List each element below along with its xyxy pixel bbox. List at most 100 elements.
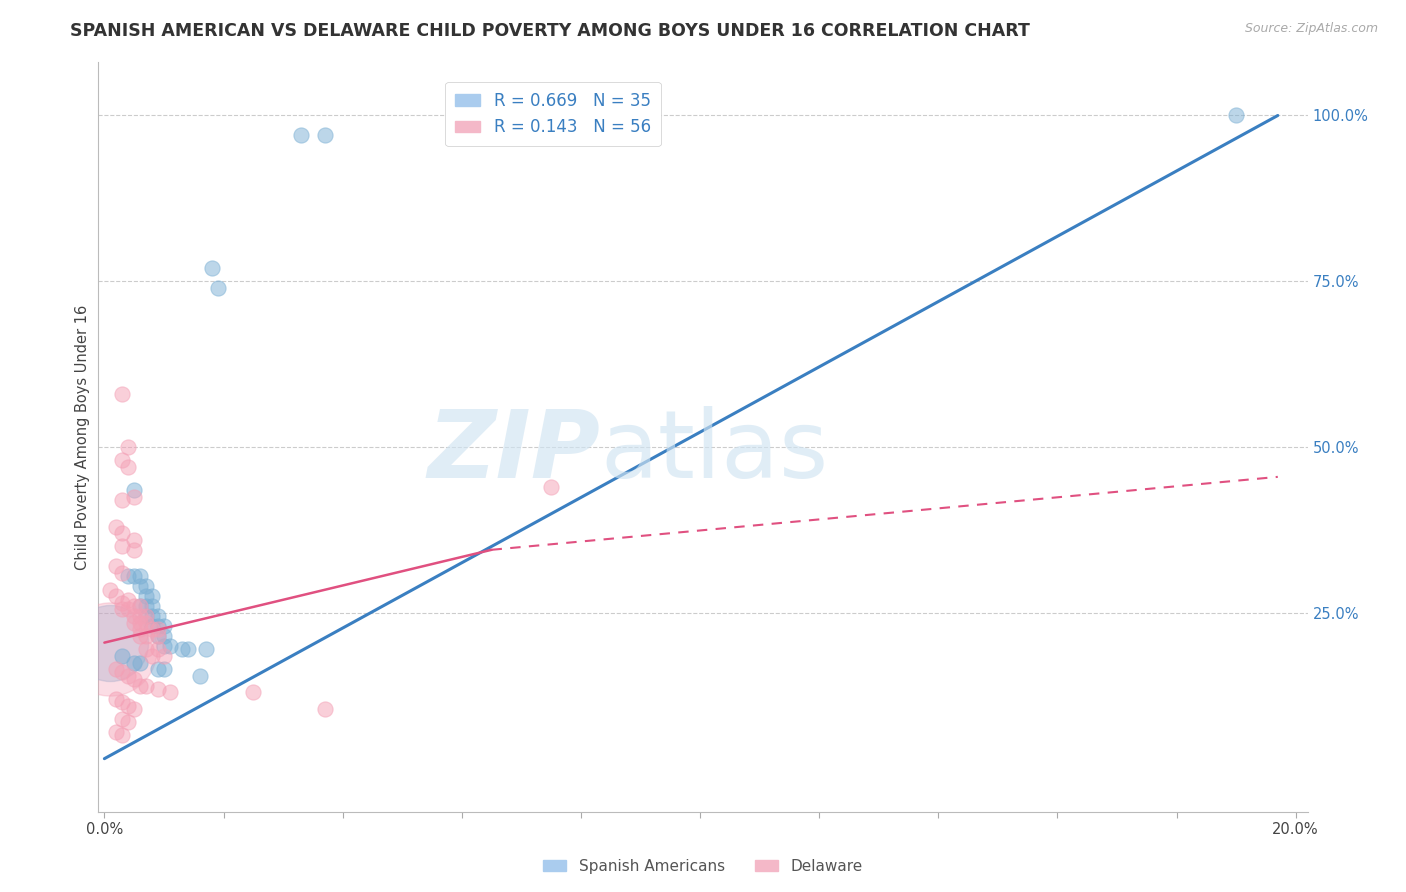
Point xyxy=(141,599,163,614)
Point xyxy=(146,681,169,696)
Point xyxy=(122,609,145,624)
Point xyxy=(146,629,169,643)
Point xyxy=(242,685,264,699)
Point xyxy=(129,623,152,637)
Point xyxy=(200,260,222,275)
Point xyxy=(141,619,163,633)
Point xyxy=(141,648,163,663)
Point xyxy=(105,692,128,706)
Point xyxy=(122,599,145,614)
Point xyxy=(105,589,128,603)
Point xyxy=(117,569,139,583)
Point xyxy=(146,642,169,657)
Point xyxy=(111,596,134,610)
Point xyxy=(177,642,200,657)
Point xyxy=(153,639,176,653)
Point xyxy=(111,695,134,709)
Point xyxy=(129,599,152,614)
Point xyxy=(117,669,139,683)
Point xyxy=(135,589,157,603)
Point xyxy=(290,128,312,143)
Point xyxy=(111,493,134,508)
Point xyxy=(141,589,163,603)
Point xyxy=(122,490,145,504)
Point xyxy=(111,453,134,467)
Point xyxy=(135,615,157,630)
Point xyxy=(122,615,145,630)
Point xyxy=(135,599,157,614)
Point xyxy=(122,483,145,497)
Point xyxy=(129,569,152,583)
Point xyxy=(170,642,193,657)
Point xyxy=(105,519,128,533)
Point xyxy=(117,715,139,730)
Point xyxy=(122,569,145,583)
Point xyxy=(122,656,145,670)
Point xyxy=(98,642,121,657)
Point xyxy=(129,629,152,643)
Point xyxy=(135,629,157,643)
Point xyxy=(111,566,134,580)
Point xyxy=(146,609,169,624)
Point xyxy=(159,685,181,699)
Point xyxy=(111,540,134,554)
Text: Source: ZipAtlas.com: Source: ZipAtlas.com xyxy=(1244,22,1378,36)
Point xyxy=(153,662,176,676)
Point xyxy=(129,599,152,614)
Point xyxy=(207,281,229,295)
Point xyxy=(117,592,139,607)
Point xyxy=(111,387,134,401)
Point xyxy=(122,672,145,686)
Point xyxy=(98,635,121,649)
Point xyxy=(314,128,336,143)
Point xyxy=(105,725,128,739)
Text: ZIP: ZIP xyxy=(427,406,600,498)
Point xyxy=(122,533,145,547)
Point xyxy=(111,729,134,743)
Point xyxy=(135,609,157,624)
Point xyxy=(122,542,145,557)
Point xyxy=(129,656,152,670)
Point xyxy=(105,559,128,574)
Point xyxy=(117,440,139,454)
Point xyxy=(98,582,121,597)
Text: SPANISH AMERICAN VS DELAWARE CHILD POVERTY AMONG BOYS UNDER 16 CORRELATION CHART: SPANISH AMERICAN VS DELAWARE CHILD POVER… xyxy=(70,22,1031,40)
Point xyxy=(188,669,211,683)
Y-axis label: Child Poverty Among Boys Under 16: Child Poverty Among Boys Under 16 xyxy=(75,304,90,570)
Point xyxy=(153,619,176,633)
Point xyxy=(153,648,176,663)
Point xyxy=(129,679,152,693)
Legend: R = 0.669   N = 35, R = 0.143   N = 56: R = 0.669 N = 35, R = 0.143 N = 56 xyxy=(446,82,661,146)
Point xyxy=(117,698,139,713)
Point xyxy=(111,648,134,663)
Point xyxy=(159,639,181,653)
Point xyxy=(117,602,139,616)
Point xyxy=(111,526,134,541)
Point xyxy=(194,642,217,657)
Point xyxy=(129,615,152,630)
Point xyxy=(540,480,562,494)
Point xyxy=(1225,108,1247,122)
Text: atlas: atlas xyxy=(600,406,828,498)
Point xyxy=(153,629,176,643)
Point xyxy=(135,679,157,693)
Point xyxy=(129,609,152,624)
Point xyxy=(122,702,145,716)
Point xyxy=(111,602,134,616)
Point xyxy=(111,665,134,680)
Point xyxy=(129,579,152,593)
Legend: Spanish Americans, Delaware: Spanish Americans, Delaware xyxy=(537,853,869,880)
Point xyxy=(141,623,163,637)
Point xyxy=(141,609,163,624)
Point xyxy=(314,702,336,716)
Point xyxy=(105,662,128,676)
Point xyxy=(146,619,169,633)
Point xyxy=(135,642,157,657)
Point xyxy=(135,609,157,624)
Point xyxy=(146,629,169,643)
Point xyxy=(111,712,134,726)
Point xyxy=(146,662,169,676)
Point xyxy=(117,459,139,474)
Point xyxy=(135,579,157,593)
Point xyxy=(146,623,169,637)
